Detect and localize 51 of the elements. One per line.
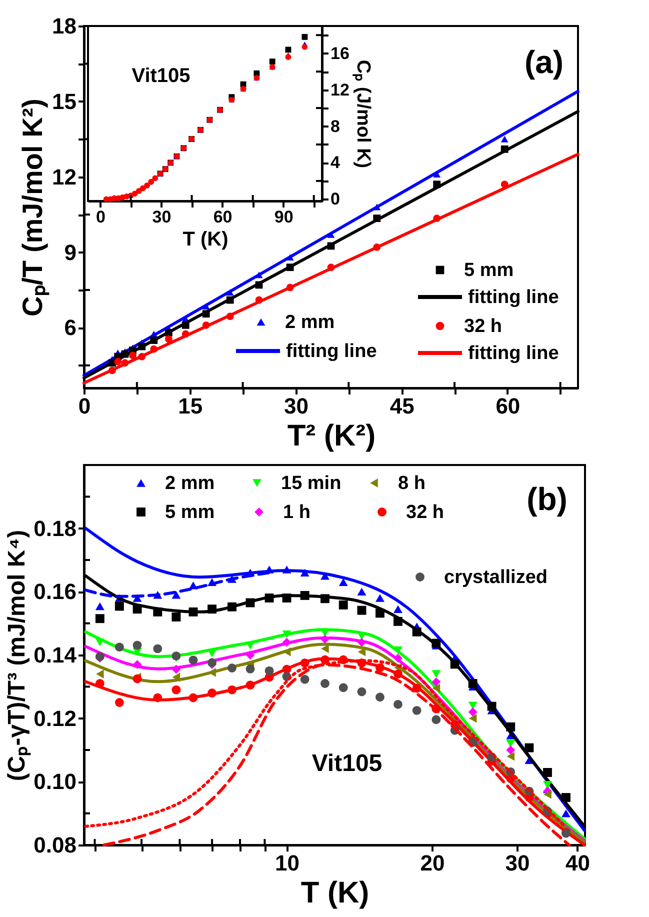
y-tick-label: 18 (52, 14, 76, 38)
x-tick-label: 45 (390, 394, 414, 418)
legend-label: 5 mm (464, 260, 514, 281)
x-tick-label: 30 (284, 394, 308, 418)
y-tick-label: 0.10 (34, 769, 76, 794)
y-tick-label: 9 (64, 240, 76, 265)
x-tick-label: 60 (496, 394, 520, 418)
legend-label: 1 h (283, 502, 310, 523)
x-tick-label: 0 (96, 208, 106, 226)
annotation: Vit105 (312, 750, 382, 777)
x-axis-title: T (K) (300, 876, 370, 910)
x-tick-label: 30 (152, 208, 172, 226)
x-axis-title: T² (K²) (287, 420, 376, 452)
y-axis-title: (Cₚ-γT)/T³ (mJ/mol K⁴) (4, 530, 32, 782)
x-tick-label: 90 (274, 208, 294, 226)
x-axis-title: T (K) (182, 228, 228, 250)
annotation: (a) (524, 44, 564, 80)
legend-label: crystallized (444, 567, 548, 588)
legend-label: fitting line (286, 341, 377, 362)
x-tick-label: 30 (505, 850, 530, 876)
x-tick-label: 15 (178, 394, 203, 418)
y-tick-label: 6 (64, 315, 76, 340)
x-tick-label: 40 (566, 850, 590, 876)
y-tick-label: 0.16 (34, 579, 76, 604)
legend-label: 32 h (464, 316, 502, 337)
y-tick-label: 0 (330, 190, 340, 209)
legend-label: 2 mm (285, 312, 335, 333)
legend-label: 2 mm (165, 473, 215, 494)
x-tick-label: 60 (213, 208, 232, 226)
x-tick-label: 10 (275, 850, 300, 876)
annotation: Vit105 (132, 65, 190, 87)
y-tick-label: 4 (330, 153, 340, 172)
x-tick-label: 20 (420, 850, 445, 876)
annotation: (b) (526, 481, 568, 517)
legend-label: fitting line (468, 343, 559, 364)
y-tick-label: 0.18 (34, 516, 76, 541)
y-tick-label: 0.08 (34, 832, 76, 858)
legend-label: 15 min (281, 473, 342, 494)
y-tick-label: 12 (52, 164, 76, 190)
legend-label: 32 h (406, 502, 444, 523)
legend-label: 5 mm (165, 502, 215, 523)
y-tick-label: 16 (330, 44, 350, 63)
y-axis-title: Cₚ (J/mol K) (352, 60, 374, 168)
y-axis-title: Cₚ/T (mJ/mol K²) (17, 98, 50, 316)
legend-label: fitting line (468, 287, 559, 308)
legend-label: 8 h (398, 473, 426, 494)
y-tick-label: 0.14 (34, 642, 78, 668)
y-tick-label: 12 (330, 80, 350, 100)
y-tick-label: 15 (52, 88, 76, 114)
y-tick-label: 8 (330, 116, 340, 136)
y-tick-label: 0.12 (34, 706, 76, 731)
